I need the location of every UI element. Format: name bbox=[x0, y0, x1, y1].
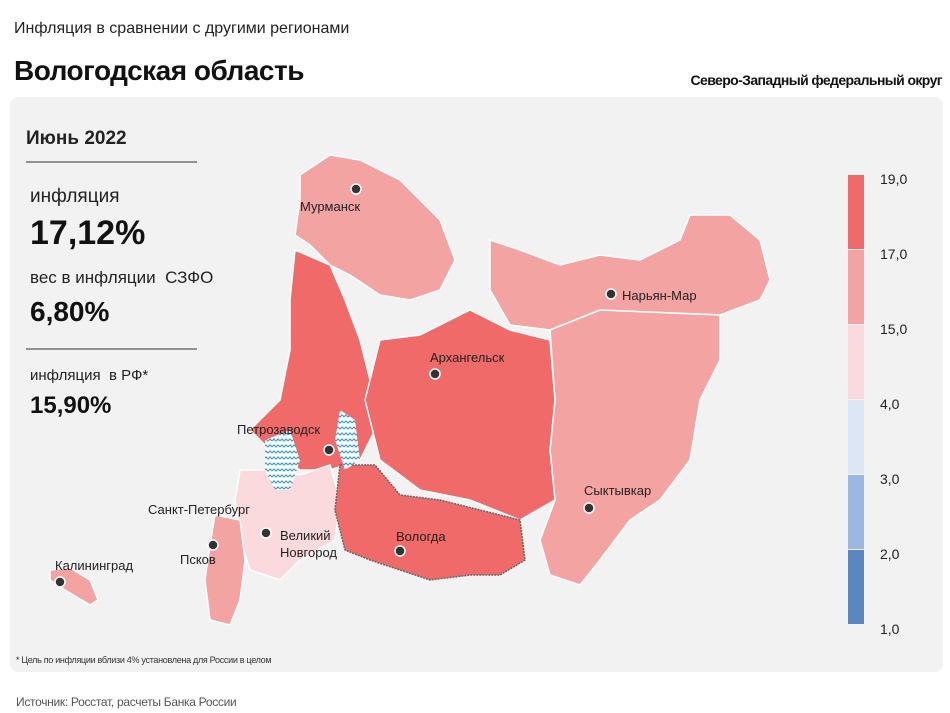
city-label: Калининград bbox=[55, 558, 134, 573]
city-dot bbox=[260, 527, 272, 539]
lake bbox=[335, 410, 360, 470]
city-dot bbox=[207, 539, 219, 551]
legend-swatch bbox=[848, 175, 864, 249]
legend-swatch bbox=[848, 325, 864, 399]
city-label: Нарьян-Мар bbox=[622, 288, 697, 303]
legend-swatch bbox=[848, 475, 864, 549]
footnote: * Цель по инфляции вблизи 4% установлена… bbox=[16, 655, 272, 665]
city-dot bbox=[323, 444, 335, 456]
city-label: Мурманск bbox=[300, 199, 361, 214]
period: Июнь 2022 bbox=[26, 128, 127, 149]
weight-value: 6,80% bbox=[30, 296, 110, 327]
region-arkhangelsk bbox=[364, 309, 556, 521]
legend-swatch bbox=[848, 550, 864, 624]
inflation-value: 17,12% bbox=[30, 214, 146, 252]
legend-label: 3,0 bbox=[880, 471, 900, 487]
legend-label: 4,0 bbox=[880, 396, 900, 412]
legend-label: 17,0 bbox=[880, 246, 908, 262]
rf-value: 15,90% bbox=[30, 392, 112, 419]
legend-label: 2,0 bbox=[880, 546, 900, 562]
inflation-label: инфляция bbox=[30, 186, 120, 207]
city-dots bbox=[54, 183, 617, 588]
weight-label: вес в инфляции СЗФО bbox=[30, 268, 214, 287]
region-karelia bbox=[248, 248, 381, 471]
city-dot bbox=[394, 545, 406, 557]
region-murmansk bbox=[294, 154, 456, 301]
legend-swatch bbox=[848, 400, 864, 474]
city-dot bbox=[429, 368, 441, 380]
rf-label: инфляция в РФ* bbox=[30, 367, 149, 384]
city-label: Архангельск bbox=[430, 350, 505, 365]
city-dot bbox=[583, 502, 595, 514]
subtitle: Инфляция в сравнении с другими регионами bbox=[14, 20, 350, 37]
regions bbox=[49, 154, 771, 626]
city-label: Вологда bbox=[396, 529, 446, 544]
city-label: Санкт-Петербург bbox=[148, 502, 250, 517]
city-label: Петрозаводск bbox=[237, 422, 321, 437]
lake bbox=[265, 430, 300, 490]
district: Северо-Западный федеральный округ bbox=[690, 72, 943, 88]
source: Источник: Росстат, расчеты Банка России bbox=[16, 695, 237, 709]
city-label: Сыктывкар bbox=[584, 483, 652, 498]
region-pskov bbox=[204, 514, 246, 626]
city-dot bbox=[54, 576, 66, 588]
region-vologda bbox=[334, 464, 526, 581]
legend-label: 19,0 bbox=[880, 171, 908, 187]
city-dot bbox=[350, 183, 362, 195]
title: Вологодская область bbox=[14, 55, 304, 86]
legend-label: 1,0 bbox=[880, 621, 900, 637]
region-nenets bbox=[489, 214, 771, 331]
legend-swatch bbox=[848, 250, 864, 324]
city-label: Великий Новгород bbox=[280, 528, 337, 560]
city-label: Псков bbox=[180, 552, 216, 567]
legend bbox=[848, 175, 864, 624]
legend-label: 15,0 bbox=[880, 321, 908, 337]
city-dot bbox=[605, 288, 617, 300]
region-komi bbox=[539, 309, 721, 586]
